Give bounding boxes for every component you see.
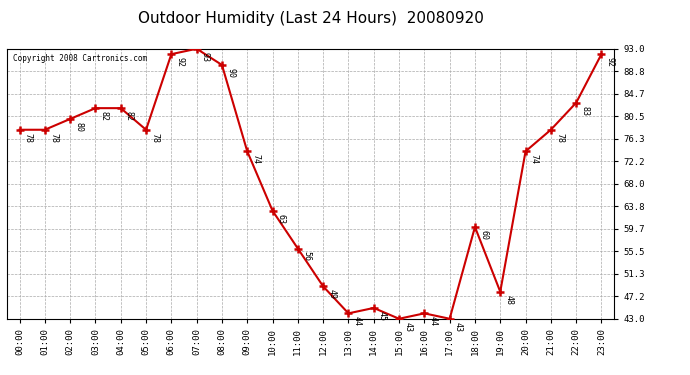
Text: 43: 43 (454, 321, 463, 332)
Text: 74: 74 (530, 154, 539, 164)
Text: Copyright 2008 Cartronics.com: Copyright 2008 Cartronics.com (13, 54, 147, 63)
Text: 48: 48 (504, 294, 513, 304)
Text: 92: 92 (175, 57, 184, 67)
Text: 83: 83 (580, 105, 589, 116)
Text: 78: 78 (150, 132, 159, 142)
Text: 78: 78 (555, 132, 564, 142)
Text: 90: 90 (226, 68, 235, 78)
Text: 74: 74 (251, 154, 260, 164)
Text: 49: 49 (327, 289, 336, 299)
Text: 92: 92 (606, 57, 615, 67)
Text: 93: 93 (201, 51, 210, 62)
Text: 60: 60 (479, 230, 488, 240)
Text: 43: 43 (403, 321, 412, 332)
Text: 45: 45 (378, 311, 387, 321)
Text: 82: 82 (125, 111, 134, 121)
Text: 44: 44 (428, 316, 437, 326)
Text: 56: 56 (302, 251, 311, 261)
Text: 78: 78 (23, 132, 32, 142)
Text: 78: 78 (49, 132, 58, 142)
Text: 82: 82 (99, 111, 108, 121)
Text: Outdoor Humidity (Last 24 Hours)  20080920: Outdoor Humidity (Last 24 Hours) 2008092… (137, 11, 484, 26)
Text: 63: 63 (277, 213, 286, 223)
Text: 44: 44 (353, 316, 362, 326)
Text: 80: 80 (75, 122, 83, 132)
